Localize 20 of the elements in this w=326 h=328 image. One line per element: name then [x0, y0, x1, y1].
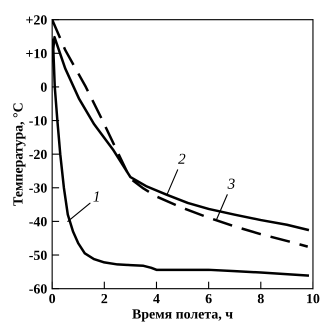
annotation: 1 — [93, 191, 99, 202]
annotation: 2 — [178, 154, 186, 164]
x-tick-label: 8 — [258, 294, 264, 304]
y-tick-label: -40 — [29, 216, 47, 226]
x-tick-label: 2 — [101, 294, 108, 304]
y-tick-label: -50 — [29, 250, 47, 260]
y-tick-label: -20 — [29, 150, 47, 160]
y-tick-label: 0 — [40, 82, 47, 92]
y-tick-label: -60 — [29, 284, 47, 294]
x-axis-title: Время полета, ч — [132, 309, 233, 322]
x-tick-label: 0 — [49, 294, 56, 304]
y-tick-label: -30 — [29, 183, 47, 193]
annotation: 3 — [228, 178, 235, 189]
y-tick-label: +20 — [26, 15, 47, 25]
y-tick-label: -10 — [29, 116, 47, 126]
x-tick-label: 6 — [206, 294, 212, 304]
y-axis-title: Температура, °C — [13, 103, 26, 206]
x-tick-label: 4 — [153, 294, 160, 304]
y-tick-label: +10 — [26, 48, 47, 58]
x-tick-label: 10 — [307, 294, 320, 304]
